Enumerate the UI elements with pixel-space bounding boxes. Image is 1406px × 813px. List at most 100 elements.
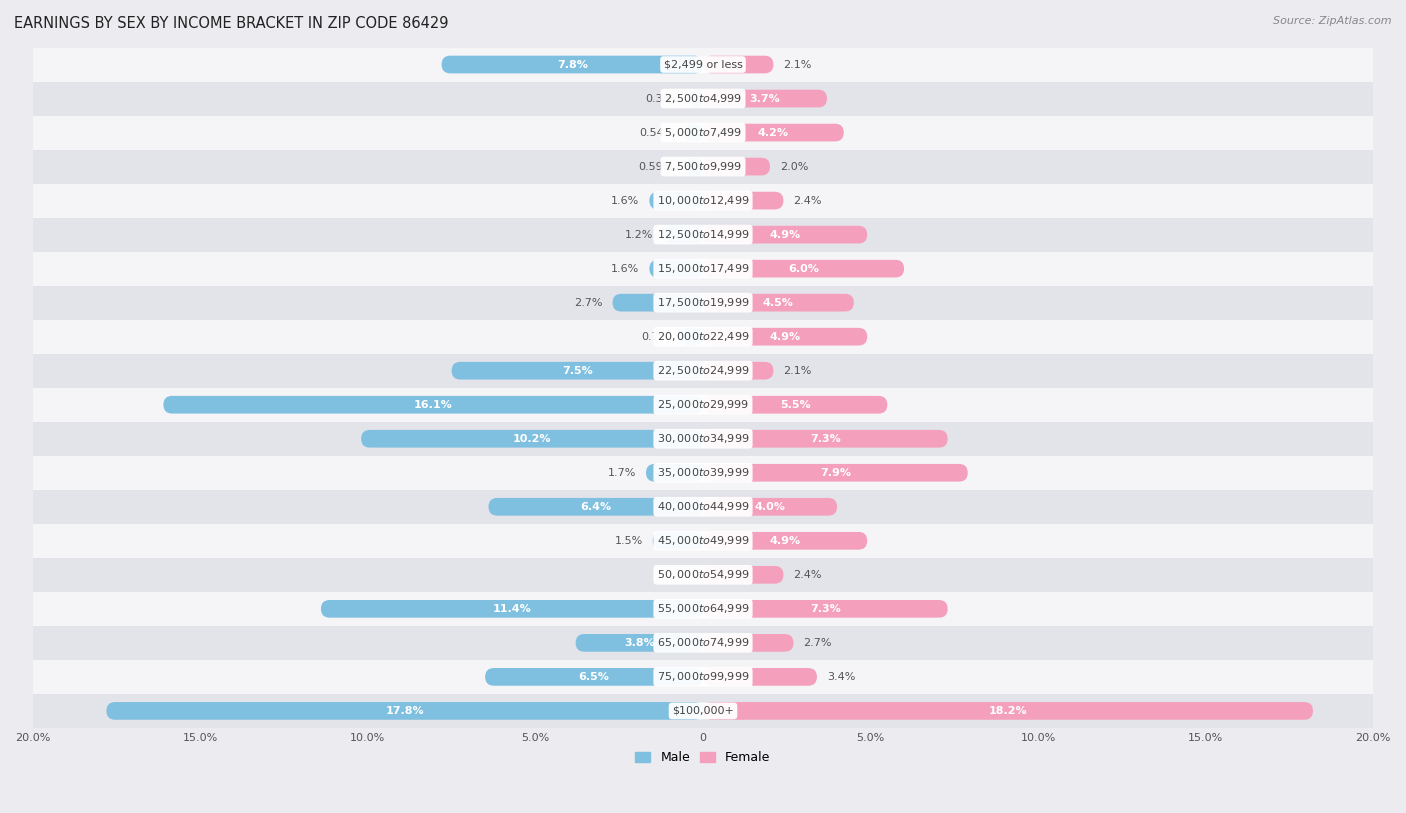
Text: 6.5%: 6.5% <box>579 672 610 682</box>
Legend: Male, Female: Male, Female <box>630 746 776 769</box>
FancyBboxPatch shape <box>703 55 773 73</box>
Text: 1.5%: 1.5% <box>614 536 643 546</box>
FancyBboxPatch shape <box>703 702 1313 720</box>
Bar <box>32 524 1374 558</box>
FancyBboxPatch shape <box>488 498 703 515</box>
Text: 7.5%: 7.5% <box>562 366 593 376</box>
Text: 5.5%: 5.5% <box>780 400 810 410</box>
Bar <box>32 285 1374 320</box>
FancyBboxPatch shape <box>703 328 868 346</box>
Text: 1.2%: 1.2% <box>624 229 652 240</box>
FancyBboxPatch shape <box>683 158 703 176</box>
Bar <box>32 252 1374 285</box>
FancyBboxPatch shape <box>645 464 703 481</box>
FancyBboxPatch shape <box>703 89 827 107</box>
FancyBboxPatch shape <box>703 668 817 685</box>
FancyBboxPatch shape <box>361 430 703 448</box>
Bar <box>32 693 1374 728</box>
FancyBboxPatch shape <box>703 158 770 176</box>
FancyBboxPatch shape <box>703 600 948 618</box>
Text: 4.0%: 4.0% <box>755 502 786 511</box>
FancyBboxPatch shape <box>703 498 837 515</box>
Text: 3.4%: 3.4% <box>827 672 855 682</box>
Text: 6.4%: 6.4% <box>581 502 612 511</box>
FancyBboxPatch shape <box>685 124 703 141</box>
Text: 2.4%: 2.4% <box>793 196 823 206</box>
Text: Source: ZipAtlas.com: Source: ZipAtlas.com <box>1274 16 1392 26</box>
Text: 7.9%: 7.9% <box>820 467 851 478</box>
Text: 0.38%: 0.38% <box>645 93 681 103</box>
FancyBboxPatch shape <box>650 260 703 277</box>
Bar <box>32 422 1374 456</box>
Text: 7.3%: 7.3% <box>810 604 841 614</box>
Text: 1.6%: 1.6% <box>612 263 640 274</box>
Bar <box>32 218 1374 252</box>
Bar <box>32 558 1374 592</box>
Text: 1.7%: 1.7% <box>607 467 636 478</box>
FancyBboxPatch shape <box>703 430 948 448</box>
FancyBboxPatch shape <box>703 634 793 652</box>
FancyBboxPatch shape <box>703 566 783 584</box>
FancyBboxPatch shape <box>451 362 703 380</box>
Text: $100,000+: $100,000+ <box>672 706 734 716</box>
Text: $75,000 to $99,999: $75,000 to $99,999 <box>657 671 749 684</box>
Text: $10,000 to $12,499: $10,000 to $12,499 <box>657 194 749 207</box>
FancyBboxPatch shape <box>690 89 703 107</box>
Text: EARNINGS BY SEX BY INCOME BRACKET IN ZIP CODE 86429: EARNINGS BY SEX BY INCOME BRACKET IN ZIP… <box>14 16 449 31</box>
Text: $2,499 or less: $2,499 or less <box>664 59 742 70</box>
Text: 18.2%: 18.2% <box>988 706 1028 716</box>
FancyBboxPatch shape <box>703 124 844 141</box>
FancyBboxPatch shape <box>163 396 703 414</box>
Text: 4.9%: 4.9% <box>769 229 800 240</box>
Text: $30,000 to $34,999: $30,000 to $34,999 <box>657 433 749 446</box>
Text: $40,000 to $44,999: $40,000 to $44,999 <box>657 500 749 513</box>
Text: 16.1%: 16.1% <box>413 400 453 410</box>
Bar <box>32 388 1374 422</box>
FancyBboxPatch shape <box>662 226 703 243</box>
FancyBboxPatch shape <box>107 702 703 720</box>
FancyBboxPatch shape <box>321 600 703 618</box>
FancyBboxPatch shape <box>703 396 887 414</box>
Text: $15,000 to $17,499: $15,000 to $17,499 <box>657 262 749 275</box>
Bar <box>32 592 1374 626</box>
Text: 2.1%: 2.1% <box>783 59 811 70</box>
FancyBboxPatch shape <box>703 464 967 481</box>
Text: $65,000 to $74,999: $65,000 to $74,999 <box>657 637 749 650</box>
FancyBboxPatch shape <box>703 532 868 550</box>
Text: 3.7%: 3.7% <box>749 93 780 103</box>
FancyBboxPatch shape <box>703 226 868 243</box>
FancyBboxPatch shape <box>703 192 783 210</box>
FancyBboxPatch shape <box>575 634 703 652</box>
Text: $17,500 to $19,999: $17,500 to $19,999 <box>657 296 749 309</box>
FancyBboxPatch shape <box>703 293 853 311</box>
Text: 11.4%: 11.4% <box>492 604 531 614</box>
Bar <box>32 47 1374 81</box>
Text: $35,000 to $39,999: $35,000 to $39,999 <box>657 467 749 479</box>
FancyBboxPatch shape <box>703 260 904 277</box>
Text: 2.0%: 2.0% <box>780 162 808 172</box>
FancyBboxPatch shape <box>441 55 703 73</box>
Bar <box>32 115 1374 150</box>
FancyBboxPatch shape <box>679 328 703 346</box>
Text: $2,500 to $4,999: $2,500 to $4,999 <box>664 92 742 105</box>
Text: 6.0%: 6.0% <box>789 263 818 274</box>
FancyBboxPatch shape <box>652 532 703 550</box>
Text: 0.54%: 0.54% <box>640 128 675 137</box>
FancyBboxPatch shape <box>650 192 703 210</box>
Text: $50,000 to $54,999: $50,000 to $54,999 <box>657 568 749 581</box>
Text: 4.2%: 4.2% <box>758 128 789 137</box>
FancyBboxPatch shape <box>703 362 773 380</box>
Text: 2.7%: 2.7% <box>804 638 832 648</box>
Text: 2.1%: 2.1% <box>783 366 811 376</box>
Text: $55,000 to $64,999: $55,000 to $64,999 <box>657 602 749 615</box>
Text: 0.59%: 0.59% <box>638 162 673 172</box>
Bar <box>32 626 1374 660</box>
Text: $7,500 to $9,999: $7,500 to $9,999 <box>664 160 742 173</box>
Bar <box>32 320 1374 354</box>
Text: 4.9%: 4.9% <box>769 332 800 341</box>
Text: $12,500 to $14,999: $12,500 to $14,999 <box>657 228 749 241</box>
Bar <box>32 81 1374 115</box>
Text: $45,000 to $49,999: $45,000 to $49,999 <box>657 534 749 547</box>
Bar <box>32 150 1374 184</box>
Text: 2.7%: 2.7% <box>574 298 602 307</box>
